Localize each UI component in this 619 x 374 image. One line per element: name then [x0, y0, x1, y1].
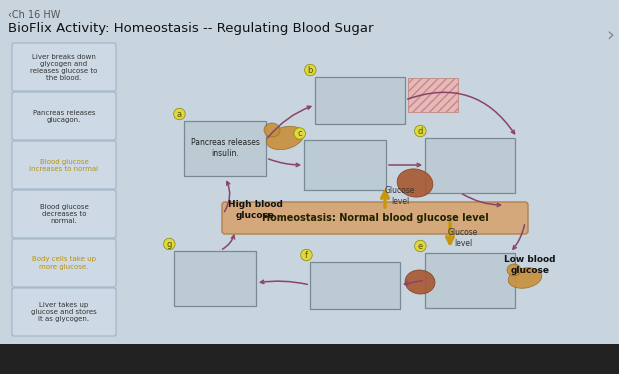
Bar: [310, 261, 400, 309]
FancyBboxPatch shape: [12, 92, 116, 140]
Text: a: a: [177, 110, 182, 119]
Text: c: c: [297, 129, 302, 138]
FancyBboxPatch shape: [12, 190, 116, 238]
Text: Blood glucose
decreases to
normal.: Blood glucose decreases to normal.: [40, 204, 89, 224]
Bar: [425, 138, 515, 193]
Text: ›: ›: [606, 25, 614, 45]
Text: Homeostasis: Normal blood glucose level: Homeostasis: Normal blood glucose level: [262, 213, 488, 223]
FancyBboxPatch shape: [12, 239, 116, 287]
Ellipse shape: [508, 268, 542, 288]
Text: d: d: [418, 126, 423, 135]
Text: Liver takes up
glucose and stores
it as glycogen.: Liver takes up glucose and stores it as …: [31, 302, 97, 322]
Text: High blood
glucose: High blood glucose: [228, 200, 282, 220]
Text: g: g: [167, 239, 172, 248]
Text: e: e: [418, 242, 423, 251]
Text: Liver breaks down
glycogen and
releases glucose to
the blood.: Liver breaks down glycogen and releases …: [30, 53, 98, 80]
Text: Glucose
level: Glucose level: [385, 186, 415, 206]
Bar: [174, 251, 256, 306]
Ellipse shape: [405, 270, 435, 294]
Ellipse shape: [264, 123, 280, 137]
Bar: [315, 77, 405, 123]
Ellipse shape: [397, 169, 433, 197]
Ellipse shape: [507, 264, 521, 276]
Text: Pancreas releases
insulin.: Pancreas releases insulin.: [191, 138, 259, 158]
Bar: [304, 140, 386, 190]
Text: f: f: [305, 251, 308, 260]
Bar: [408, 78, 458, 112]
Text: b: b: [308, 65, 313, 74]
Text: Body cells take up
more glucose.: Body cells take up more glucose.: [32, 257, 96, 270]
Bar: [0, 344, 619, 374]
Text: Blood glucose
increases to normal: Blood glucose increases to normal: [30, 159, 98, 172]
Text: Pancreas releases
glucagon.: Pancreas releases glucagon.: [33, 110, 95, 123]
FancyBboxPatch shape: [12, 43, 116, 91]
FancyBboxPatch shape: [12, 141, 116, 189]
Text: BioFlix Activity: Homeostasis -- Regulating Blood Sugar: BioFlix Activity: Homeostasis -- Regulat…: [8, 22, 373, 35]
Text: ‹Ch 16 HW: ‹Ch 16 HW: [8, 10, 61, 20]
FancyBboxPatch shape: [222, 202, 528, 234]
Bar: [184, 120, 266, 175]
FancyBboxPatch shape: [12, 288, 116, 336]
Ellipse shape: [266, 126, 303, 150]
Bar: [425, 252, 515, 307]
Text: Low blood
glucose: Low blood glucose: [504, 255, 556, 275]
Text: Glucose
level: Glucose level: [448, 228, 478, 248]
